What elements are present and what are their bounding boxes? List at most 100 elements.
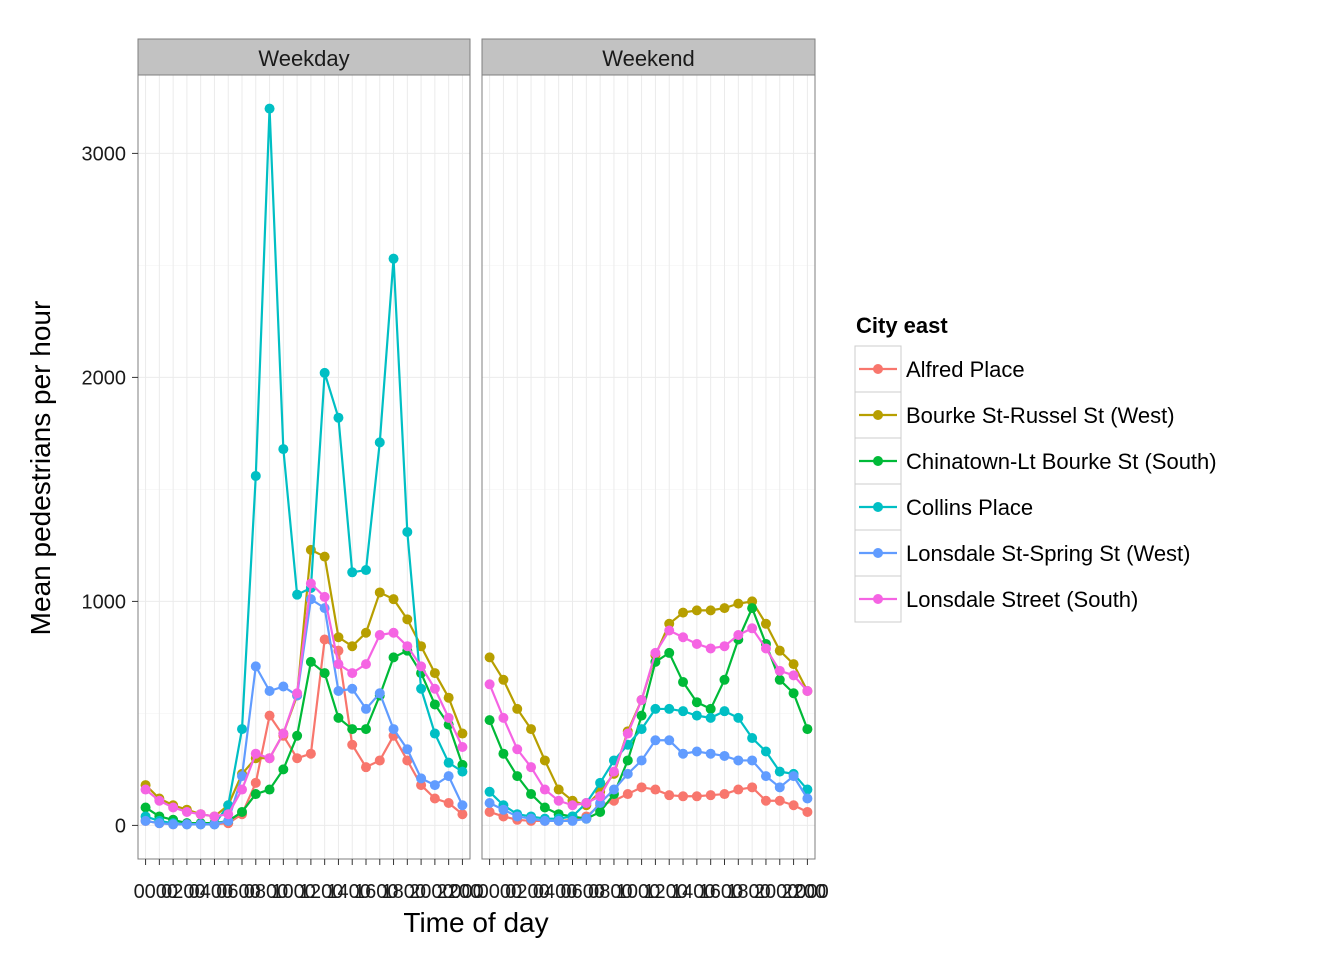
- data-point: [553, 795, 564, 806]
- data-point: [484, 798, 495, 808]
- data-point: [760, 643, 771, 654]
- data-point: [264, 103, 275, 114]
- data-point: [140, 802, 151, 813]
- data-point: [788, 800, 799, 811]
- data-point: [457, 728, 468, 739]
- data-point: [678, 607, 689, 618]
- data-point: [388, 652, 399, 663]
- data-point: [691, 605, 702, 616]
- x-tick-label: 0400: [533, 881, 578, 903]
- data-point: [664, 647, 675, 658]
- data-point: [416, 661, 427, 672]
- legend: City east Alfred Place Bourke St-Russel S…: [854, 313, 1217, 623]
- data-point: [747, 733, 758, 744]
- data-point: [250, 470, 261, 481]
- data-point: [774, 645, 785, 656]
- x-tick-label: 1200: [643, 881, 688, 903]
- data-point: [429, 728, 440, 739]
- legend-item: Collins Place: [854, 483, 1033, 531]
- data-point: [484, 715, 495, 726]
- data-point: [733, 784, 744, 795]
- data-point: [788, 659, 799, 670]
- data-point: [374, 755, 385, 766]
- legend-item: Lonsdale St-Spring St (West): [854, 529, 1191, 577]
- data-point: [691, 746, 702, 757]
- data-point: [719, 603, 730, 614]
- data-point: [292, 688, 303, 699]
- x-tick-label: 0800: [244, 881, 289, 903]
- data-point: [333, 632, 344, 643]
- x-tick-label: 1400: [326, 881, 371, 903]
- data-point: [747, 782, 758, 793]
- panel-border: [481, 74, 816, 860]
- y-tick-label: 2000: [82, 367, 127, 389]
- panel-border: [137, 74, 471, 860]
- data-point: [567, 800, 578, 811]
- data-point: [319, 668, 330, 679]
- data-point: [498, 712, 509, 723]
- data-point: [154, 795, 165, 806]
- data-point: [347, 739, 358, 750]
- data-point: [733, 598, 744, 609]
- data-point: [360, 659, 371, 670]
- data-point: [416, 773, 427, 784]
- data-point: [636, 724, 647, 735]
- legend-label: Alfred Place: [906, 357, 1025, 382]
- data-point: [498, 748, 509, 759]
- x-tick-label: 0000: [478, 881, 523, 903]
- data-point: [498, 804, 509, 815]
- y-tick-label: 3000: [82, 143, 127, 165]
- data-point: [250, 789, 261, 800]
- legend-label: Lonsdale Street (South): [906, 587, 1138, 612]
- data-point: [595, 806, 606, 817]
- data-point: [760, 795, 771, 806]
- data-point: [595, 791, 606, 802]
- data-point: [622, 755, 633, 766]
- x-tick-label: 1400: [671, 881, 716, 903]
- data-point: [760, 618, 771, 629]
- data-point: [443, 757, 454, 768]
- data-point: [622, 789, 633, 800]
- legend-item: Alfred Place: [854, 345, 1025, 393]
- data-point: [788, 771, 799, 782]
- data-point: [140, 815, 151, 826]
- x-tick-label: 1600: [354, 881, 399, 903]
- legend-key-point: [873, 594, 883, 604]
- series-lonsdale-street-south--weekday: [140, 578, 468, 822]
- data-point: [402, 755, 413, 766]
- data-point: [664, 735, 675, 746]
- data-point: [305, 748, 316, 759]
- data-point: [691, 697, 702, 708]
- legend-key-point: [873, 410, 883, 420]
- x-axis: 0000020004000600080010001200140016001800…: [134, 859, 829, 903]
- data-point: [691, 638, 702, 649]
- series-lonsdale-st-spring-st-west--weekend: [484, 735, 813, 826]
- data-point: [209, 811, 220, 822]
- data-point: [678, 791, 689, 802]
- data-point: [333, 659, 344, 670]
- data-point: [747, 623, 758, 634]
- data-point: [608, 766, 619, 777]
- data-point: [539, 815, 550, 826]
- legend-label: Bourke St-Russel St (West): [906, 403, 1175, 428]
- data-point: [360, 565, 371, 576]
- data-point: [802, 724, 813, 735]
- data-point: [608, 784, 619, 795]
- data-point: [168, 802, 179, 813]
- data-point: [347, 668, 358, 679]
- x-tick-label: 2000: [754, 881, 799, 903]
- x-tick-label: 0600: [561, 881, 606, 903]
- data-point: [168, 819, 179, 830]
- data-point: [347, 567, 358, 578]
- data-point: [705, 643, 716, 654]
- data-point: [195, 819, 206, 830]
- data-point: [760, 771, 771, 782]
- data-point: [774, 665, 785, 676]
- data-point: [802, 686, 813, 696]
- data-point: [526, 724, 537, 735]
- data-point: [526, 813, 537, 824]
- data-point: [278, 728, 289, 739]
- data-point: [539, 755, 550, 766]
- legend-key-point: [873, 502, 883, 512]
- data-point: [416, 683, 427, 694]
